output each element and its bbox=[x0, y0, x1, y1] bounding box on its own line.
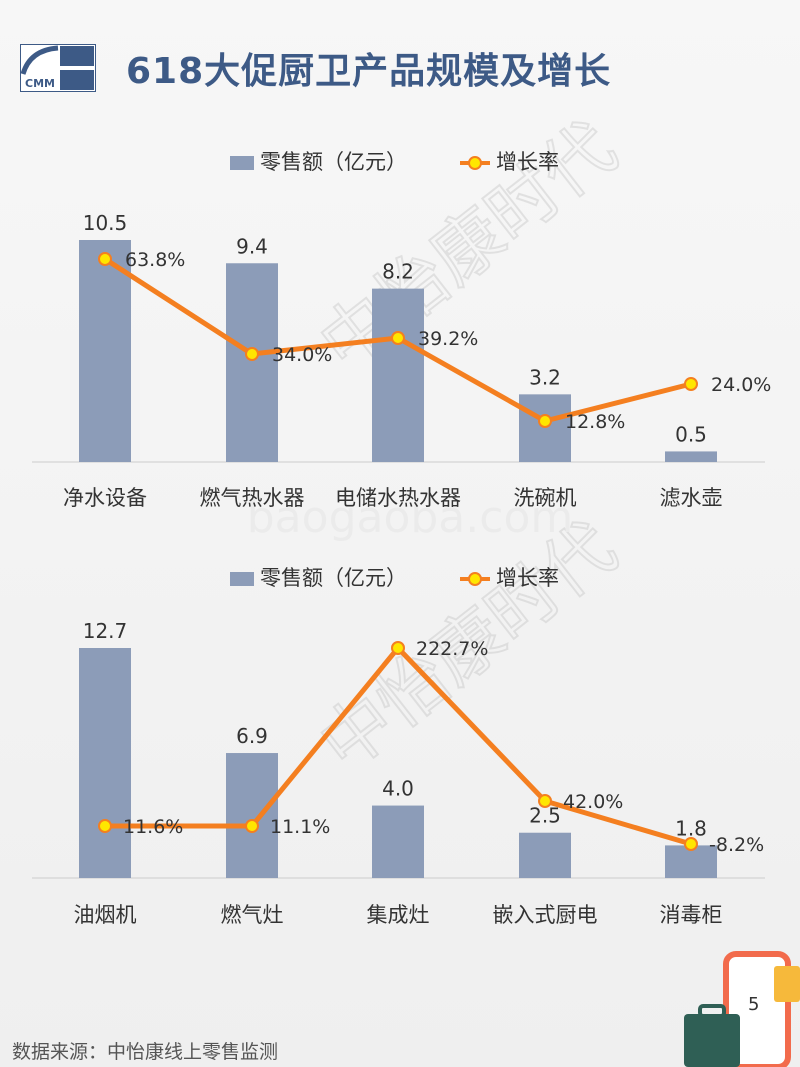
growth-value-label: 11.6% bbox=[123, 816, 183, 838]
bar-value-label: 12.7 bbox=[83, 619, 128, 643]
growth-value-label: 34.0% bbox=[272, 344, 332, 366]
category-label: 净水设备 bbox=[63, 486, 147, 510]
growth-marker bbox=[684, 377, 698, 391]
bar bbox=[665, 451, 717, 462]
category-label: 集成灶 bbox=[367, 903, 430, 927]
bar bbox=[226, 263, 278, 462]
category-label: 洗碗机 bbox=[514, 486, 577, 510]
growth-marker bbox=[245, 819, 259, 833]
bar-value-label: 4.0 bbox=[382, 777, 414, 801]
page-number: 5 bbox=[748, 994, 760, 1015]
bar bbox=[372, 805, 424, 878]
bar bbox=[372, 288, 424, 462]
category-label: 电储水热水器 bbox=[335, 486, 461, 510]
category-label: 滤水壶 bbox=[660, 486, 723, 510]
category-label: 嵌入式厨电 bbox=[493, 903, 598, 927]
legend-bar-label: 零售额（亿元） bbox=[260, 150, 407, 174]
watermark-site: baogaoba.com bbox=[247, 492, 573, 543]
legend-bar-label: 零售额（亿元） bbox=[260, 566, 407, 590]
growth-marker bbox=[538, 794, 552, 808]
bar bbox=[226, 753, 278, 878]
cmm-logo: CMM bbox=[20, 44, 96, 92]
page-title: 618大促厨卫产品规模及增长 bbox=[126, 51, 612, 92]
bar-value-label: 1.8 bbox=[675, 816, 707, 840]
growth-value-label: 12.8% bbox=[565, 411, 625, 433]
growth-marker bbox=[98, 252, 112, 266]
legend-bar-swatch bbox=[230, 156, 254, 170]
legend-line-marker bbox=[468, 572, 482, 586]
growth-value-label: 63.8% bbox=[125, 249, 185, 271]
growth-marker bbox=[245, 347, 259, 361]
legend-bar-swatch bbox=[230, 572, 254, 586]
category-label: 消毒柜 bbox=[660, 903, 723, 927]
legend-line-label: 增长率 bbox=[496, 566, 559, 590]
bar bbox=[79, 240, 131, 462]
bar-value-label: 8.2 bbox=[382, 260, 414, 284]
legend-line-label: 增长率 bbox=[496, 150, 559, 174]
growth-value-label: 39.2% bbox=[418, 328, 478, 350]
bar bbox=[519, 832, 571, 878]
legend-line-marker bbox=[468, 156, 482, 170]
category-label: 燃气灶 bbox=[221, 903, 284, 927]
bar-value-label: 6.9 bbox=[236, 724, 268, 748]
growth-marker bbox=[538, 414, 552, 428]
bar-value-label: 3.2 bbox=[529, 365, 561, 389]
bar-value-label: 10.5 bbox=[83, 211, 128, 235]
growth-marker bbox=[391, 641, 405, 655]
growth-value-label: 222.7% bbox=[416, 638, 488, 660]
growth-marker bbox=[391, 331, 405, 345]
bar-value-label: 0.5 bbox=[675, 422, 707, 446]
category-label: 燃气热水器 bbox=[200, 486, 305, 510]
bar bbox=[519, 394, 571, 462]
growth-value-label: 42.0% bbox=[563, 791, 623, 813]
bar bbox=[79, 648, 131, 878]
category-label: 油烟机 bbox=[74, 903, 137, 927]
growth-value-label: 24.0% bbox=[711, 374, 771, 396]
growth-marker bbox=[98, 819, 112, 833]
growth-marker bbox=[684, 837, 698, 851]
data-source-note: 数据来源：中怡康线上零售监测 bbox=[12, 1041, 279, 1063]
growth-value-label: -8.2% bbox=[709, 834, 764, 856]
svg-text:CMM: CMM bbox=[25, 77, 55, 90]
growth-value-label: 11.1% bbox=[270, 816, 330, 838]
bar-value-label: 9.4 bbox=[236, 234, 268, 258]
phone-icon bbox=[684, 951, 800, 1067]
